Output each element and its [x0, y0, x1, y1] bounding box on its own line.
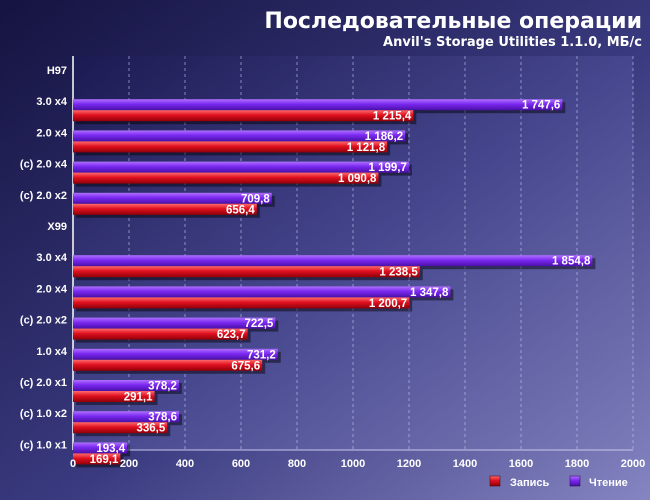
x-tick-1600: 1600: [509, 458, 533, 470]
category-label-9: 1.0 x4: [36, 346, 67, 358]
value-label-read-9: 731,2: [247, 349, 276, 361]
bar-write-11: [73, 422, 168, 434]
value-label-read-4: 709,8: [241, 193, 270, 205]
x-tick-800: 800: [288, 458, 306, 470]
legend-swatch-write: [489, 475, 501, 487]
value-label-read-7: 1 347,8: [410, 287, 449, 299]
x-tick-200: 200: [120, 458, 138, 470]
category-label-0: H97: [47, 65, 67, 77]
bar-write-1: [73, 110, 414, 122]
category-label-10: (c) 2.0 x1: [20, 377, 67, 389]
value-label-read-3: 1 199,7: [369, 162, 407, 174]
value-label-read-12: 193,4: [96, 443, 125, 455]
category-label-5: X99: [47, 221, 67, 233]
x-tick-1000: 1000: [341, 458, 365, 470]
category-label-6: 3.0 x4: [36, 252, 67, 264]
legend: Запись Чтение: [489, 475, 628, 489]
value-label-write-1: 1 215,4: [373, 111, 412, 123]
bar-read-2: [73, 130, 406, 142]
value-label-write-12: 169,1: [90, 454, 119, 466]
x-axis-ticks: 0 200 400 600 800 1000 1200 1400 1600 1800 2000: [70, 458, 645, 470]
category-label-1: 3.0 x4: [36, 96, 67, 108]
legend-label-write: Запись: [510, 477, 550, 489]
category-labels: H97 3.0 x4 2.0 x4 (c) 2.0 x4 (c) 2.0 x2 X99 3.…: [20, 65, 68, 451]
bar-write-7: [73, 297, 410, 309]
value-label-read-8: 722,5: [245, 318, 274, 330]
bar-write-3: [73, 172, 379, 184]
value-label-write-6: 1 238,5: [379, 267, 418, 279]
value-label-read-6: 1 854,8: [552, 256, 591, 268]
bar-write-8: [73, 328, 248, 340]
x-tick-1200: 1200: [397, 458, 421, 470]
value-label-read-2: 1 186,2: [365, 131, 403, 143]
value-label-write-3: 1 090,8: [338, 173, 377, 185]
value-label-read-10: 378,2: [148, 381, 177, 393]
category-label-11: (c) 1.0 x2: [20, 408, 67, 420]
bar-read-1: [73, 99, 563, 111]
value-label-write-9: 675,6: [231, 360, 260, 372]
bar-read-12: [73, 442, 128, 454]
value-label-write-7: 1 200,7: [369, 298, 407, 310]
bar-write-4: [73, 203, 257, 215]
bar-read-7: [73, 286, 451, 298]
value-label-read-11: 378,6: [148, 412, 177, 424]
bar-write-9: [73, 359, 263, 371]
bar-read-10: [73, 380, 179, 391]
value-label-write-4: 656,4: [226, 204, 255, 216]
category-label-3: (c) 2.0 x4: [20, 159, 68, 171]
x-tick-0: 0: [70, 458, 76, 470]
legend-swatch-read: [569, 475, 581, 487]
category-label-4: (c) 2.0 x2: [20, 190, 67, 202]
value-label-write-2: 1 121,8: [347, 142, 386, 154]
x-tick-600: 600: [232, 458, 250, 470]
value-label-write-10: 291,1: [124, 392, 153, 404]
bar-read-11: [73, 411, 180, 423]
value-label-read-1: 1 747,6: [522, 100, 560, 112]
chart-subtitle: Anvil's Storage Utilities 1.1.0, МБ/с: [383, 35, 642, 50]
category-label-7: 2.0 x4: [36, 283, 67, 295]
bar-read-6: [73, 255, 593, 267]
category-label-2: 2.0 x4: [36, 127, 67, 139]
category-label-12: (c) 1.0 x1: [20, 439, 67, 451]
x-tick-1400: 1400: [453, 458, 477, 470]
category-label-8: (c) 2.0 x2: [20, 315, 67, 327]
bar-read-8: [73, 317, 276, 329]
bar-write-2: [73, 141, 388, 153]
bar-write-10: [73, 391, 155, 402]
value-label-write-8: 623,7: [217, 329, 246, 341]
bar-read-4: [73, 192, 272, 204]
chart-title: Последовательные операции: [264, 9, 642, 34]
bar-read-3: [73, 161, 409, 173]
bar-write-6: [73, 266, 420, 278]
bars: 1 747,6 1 215,4 1 186,21 121,8 1 199,71 090…: [73, 99, 596, 468]
value-label-write-11: 336,5: [136, 423, 165, 435]
x-tick-1800: 1800: [565, 458, 589, 470]
x-tick-400: 400: [176, 458, 194, 470]
x-tick-2000: 2000: [621, 458, 645, 470]
bar-write-12: [73, 453, 121, 465]
bar-read-9: [73, 348, 278, 360]
legend-label-read: Чтение: [589, 477, 628, 489]
